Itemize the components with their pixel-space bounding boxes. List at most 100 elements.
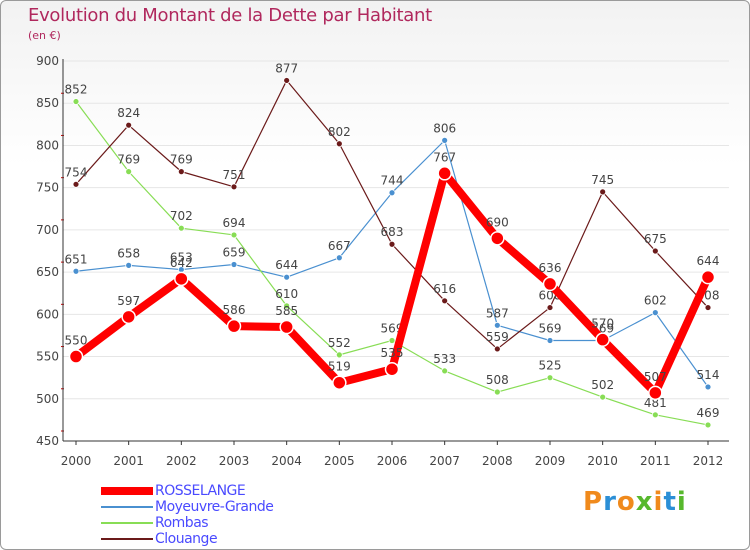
data-label: 659 (223, 246, 246, 260)
data-label: 587 (486, 306, 509, 320)
data-label: 824 (117, 106, 140, 120)
data-point (72, 98, 80, 105)
x-tick-label: 2009 (535, 454, 566, 468)
chart-title: Evolution du Montant de la Dette par Hab… (28, 5, 432, 26)
data-label: 559 (486, 330, 509, 344)
brand-letter: P (583, 487, 604, 517)
data-point (177, 224, 185, 232)
legend-label: ROSSELANGE (155, 483, 246, 499)
data-label: 550 (65, 334, 88, 348)
grid-lines (63, 60, 729, 442)
data-point (121, 309, 136, 325)
data-point (125, 261, 133, 269)
data-label: 502 (591, 378, 614, 392)
data-label: 751 (223, 168, 246, 182)
legend-label: Moyeuvre-Grande (155, 499, 274, 515)
data-point (546, 337, 554, 344)
y-tick-label: 550 (36, 350, 59, 364)
data-label: 653 (170, 251, 193, 265)
data-point (441, 367, 449, 375)
data-point (174, 271, 189, 287)
data-point (230, 261, 238, 268)
data-label: 569 (539, 322, 562, 336)
data-label: 769 (170, 153, 193, 167)
data-point (546, 374, 554, 382)
data-point (704, 383, 712, 391)
data-point (493, 345, 501, 353)
data-point (68, 349, 84, 364)
data-label: 514 (697, 368, 720, 382)
x-tick-label: 2001 (113, 454, 144, 468)
x-tick-label: 2003 (219, 454, 250, 468)
y-tick-label: 650 (36, 265, 59, 279)
x-tick-label: 2012 (693, 454, 724, 468)
x-tick-label: 2005 (324, 454, 355, 468)
data-label: 702 (170, 209, 193, 223)
data-label: 636 (539, 261, 562, 275)
data-point (177, 168, 185, 176)
data-label: 651 (65, 252, 88, 266)
x-tick-label: 2006 (377, 454, 408, 468)
legend-label: Rombas (155, 515, 209, 531)
data-label: 745 (591, 173, 614, 187)
data-label: 597 (117, 294, 140, 308)
data-point (125, 168, 133, 176)
data-label: 852 (65, 83, 88, 97)
data-point (493, 388, 501, 396)
brand-letter: i (653, 487, 664, 517)
data-label: 525 (539, 359, 562, 373)
data-point (332, 375, 347, 390)
data-label: 519 (328, 360, 351, 374)
data-label: 570 (591, 317, 614, 331)
series-rosselange: 550 597 642 586 585 519 535 767 690 636 570 507 644 (65, 150, 719, 401)
data-label: 767 (433, 150, 456, 164)
data-point (700, 269, 716, 285)
data-point (72, 267, 80, 275)
data-label: 533 (433, 352, 456, 366)
data-point (335, 140, 343, 148)
x-tick-label: 2002 (166, 454, 197, 468)
brand-letter: r (603, 487, 617, 517)
data-label: 675 (644, 232, 667, 246)
data-label: 683 (381, 225, 404, 239)
data-point (704, 421, 712, 429)
data-point (493, 321, 501, 329)
data-point (388, 240, 396, 248)
brand-letter: o (616, 487, 636, 517)
data-label: 481 (644, 396, 667, 410)
y-tick-label: 850 (36, 96, 59, 110)
legend-swatch (101, 506, 153, 508)
data-label: 507 (644, 370, 667, 384)
data-label: 644 (275, 258, 298, 272)
series-rombas: 852 769 702 694 610 552 569 533 508 525 502 481 469 (65, 83, 719, 429)
x-tick-label: 2011 (640, 454, 671, 468)
brand-letter: i (676, 487, 687, 517)
x-tick-label: 2004 (271, 454, 302, 468)
data-point (283, 302, 291, 310)
y-tick-label: 800 (36, 138, 59, 152)
data-point (384, 361, 400, 377)
y-tick-label: 700 (36, 223, 59, 237)
data-label: 642 (170, 256, 193, 270)
y-tick-label: 600 (36, 307, 59, 321)
data-point (283, 273, 291, 281)
legend-swatch (101, 538, 153, 540)
data-label: 569 (381, 322, 404, 336)
data-label: 769 (117, 153, 140, 167)
data-point (599, 188, 607, 196)
data-point (599, 393, 607, 401)
data-point (651, 309, 659, 317)
data-label: 744 (381, 174, 404, 188)
brand-letter: x (635, 487, 654, 517)
data-point (546, 304, 554, 311)
data-label: 877 (275, 61, 298, 75)
data-label: 508 (486, 373, 509, 387)
data-point (283, 77, 291, 84)
x-tick-label: 2007 (429, 454, 460, 468)
x-tick-label: 2010 (587, 454, 618, 468)
data-point (279, 319, 294, 335)
data-point (125, 121, 133, 129)
